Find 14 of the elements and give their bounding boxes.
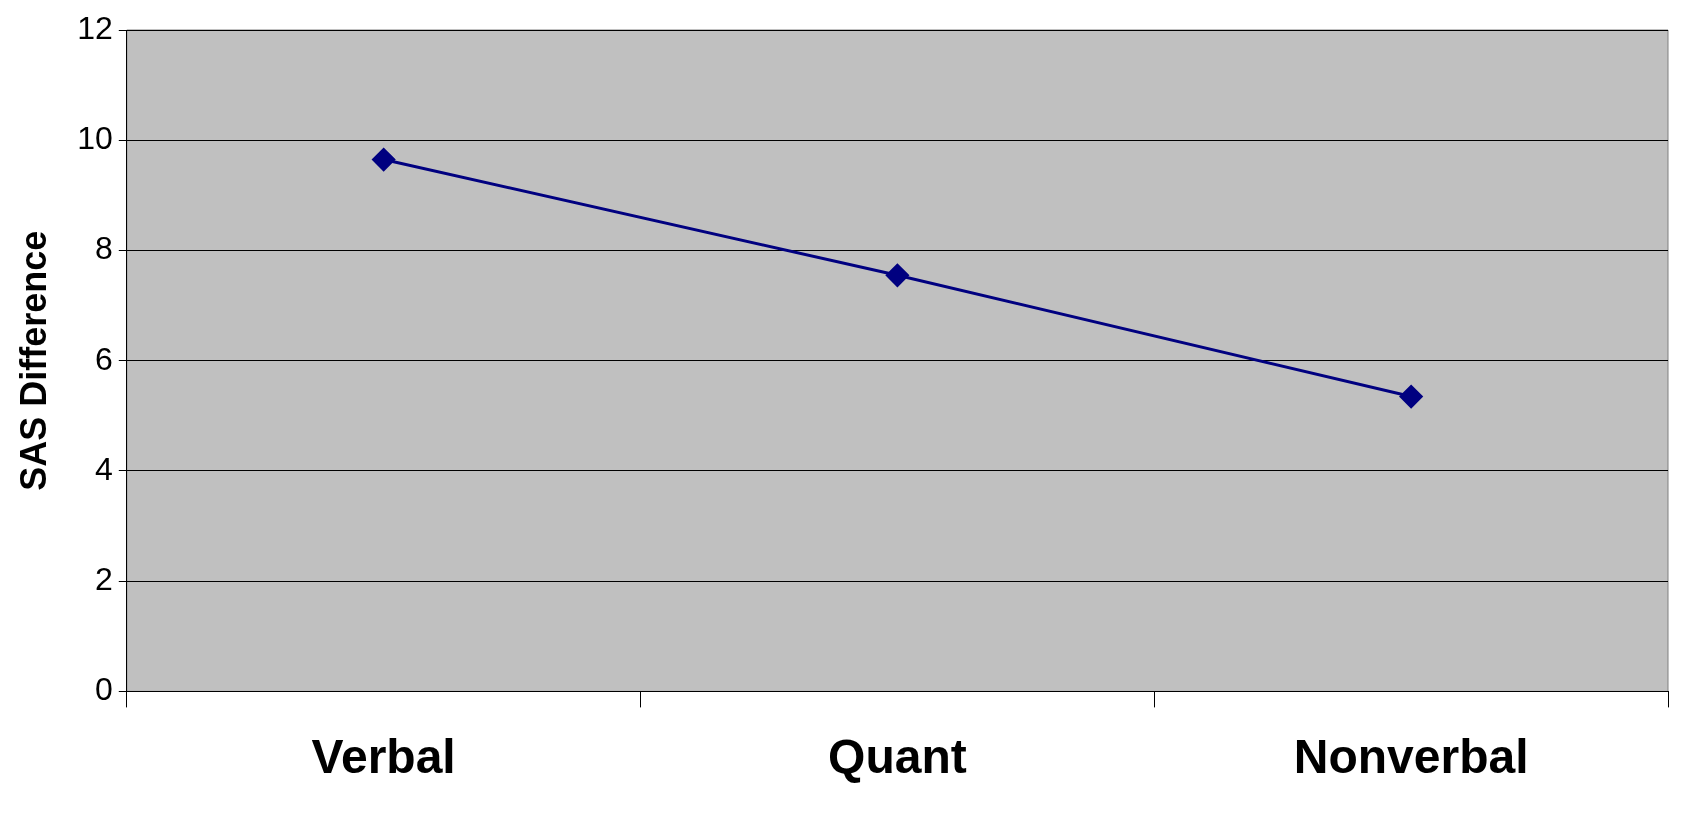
y-tick-label: 0: [95, 671, 113, 708]
y-tick-label: 4: [95, 450, 113, 487]
point: [1399, 385, 1423, 409]
y-axis-title: SAS Difference: [12, 230, 54, 491]
x-tick-label: Verbal: [311, 730, 456, 784]
x-tick-label: Nonverbal: [1293, 730, 1529, 784]
point: [885, 263, 909, 287]
y-tick-label: 12: [77, 9, 113, 46]
y-tick-label: 8: [95, 230, 113, 267]
y-tick-label: 6: [95, 340, 113, 377]
point: [372, 148, 396, 172]
y-tick-label: 2: [95, 560, 113, 597]
x-tick-label: Quant: [828, 730, 967, 784]
y-tick-label: 10: [77, 120, 113, 157]
